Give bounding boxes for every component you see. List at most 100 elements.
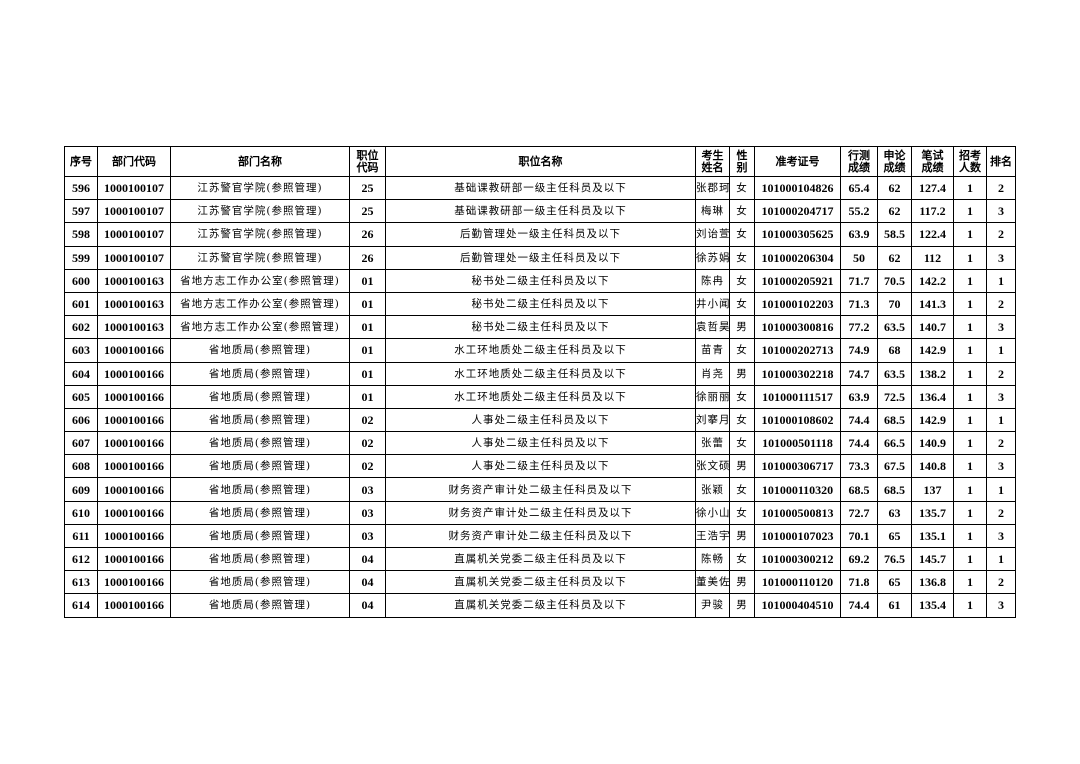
cell-dept-code: 1000100166 <box>97 384 171 409</box>
cell-position-code: 02 <box>349 454 386 479</box>
cell-ticket-number: 101000102203 <box>754 291 841 317</box>
cell-xingce-score: 74.7 <box>840 361 878 386</box>
cell-xingce-score: 68.5 <box>840 477 878 502</box>
cell-position-code: 04 <box>349 546 386 572</box>
cell-written-score: 122.4 <box>911 222 954 247</box>
cell-xingce-score: 72.7 <box>840 500 878 525</box>
cell-quota: 1 <box>953 245 987 270</box>
cell-rank: 3 <box>986 245 1016 270</box>
cell-quota: 1 <box>953 570 987 595</box>
cell-dept-name: 江苏警官学院(参照管理) <box>170 245 350 270</box>
cell-dept-name: 省地质局(参照管理) <box>170 338 350 363</box>
cell-position-name: 人事处二级主任科员及以下 <box>385 431 696 456</box>
header-quota: 招考 人数 <box>953 146 987 177</box>
table-row: 608 1000100166 省地质局(参照管理) 02 人事处二级主任科员及以下 张文硕… <box>64 454 1016 479</box>
cell-seq: 610 <box>64 500 98 525</box>
cell-gender: 男 <box>729 361 755 386</box>
cell-candidate-name: 肖尧 <box>695 361 730 386</box>
cell-quota: 1 <box>953 268 987 293</box>
cell-position-code: 03 <box>349 477 386 502</box>
cell-candidate-name: 尹骏 <box>695 593 730 618</box>
header-dept-name: 部门名称 <box>170 146 350 177</box>
table-row: 613 1000100166 省地质局(参照管理) 04 直属机关党委二级主任科员及以下… <box>64 570 1016 595</box>
header-dept-code: 部门代码 <box>97 146 171 177</box>
cell-gender: 女 <box>729 268 755 293</box>
header-shenlun-score: 申论 成绩 <box>877 146 912 177</box>
cell-quota: 1 <box>953 593 987 618</box>
cell-position-code: 03 <box>349 523 386 549</box>
cell-dept-code: 1000100166 <box>97 454 171 479</box>
cell-shenlun-score: 58.5 <box>877 222 912 247</box>
cell-position-code: 01 <box>349 268 386 293</box>
cell-quota: 1 <box>953 500 987 525</box>
cell-shenlun-score: 62 <box>877 245 912 270</box>
cell-ticket-number: 101000110120 <box>754 570 841 595</box>
cell-dept-name: 省地方志工作办公室(参照管理) <box>170 268 350 293</box>
cell-quota: 1 <box>953 523 987 549</box>
table-row: 602 1000100163 省地方志工作办公室(参照管理) 01 秘书处二级主任科员及… <box>64 315 1016 340</box>
cell-shenlun-score: 68 <box>877 338 912 363</box>
cell-ticket-number: 101000300816 <box>754 315 841 340</box>
cell-rank: 1 <box>986 546 1016 572</box>
cell-dept-code: 1000100163 <box>97 291 171 317</box>
cell-xingce-score: 73.3 <box>840 454 878 479</box>
cell-gender: 男 <box>729 523 755 549</box>
cell-candidate-name: 张颖 <box>695 477 730 502</box>
cell-shenlun-score: 65 <box>877 523 912 549</box>
cell-dept-name: 省地质局(参照管理) <box>170 384 350 409</box>
cell-candidate-name: 陈冉 <box>695 268 730 293</box>
cell-position-code: 01 <box>349 315 386 340</box>
cell-rank: 2 <box>986 431 1016 456</box>
cell-seq: 601 <box>64 291 98 317</box>
cell-xingce-score: 71.3 <box>840 291 878 317</box>
table-row: 609 1000100166 省地质局(参照管理) 03 财务资产审计处二级主任科员及以… <box>64 477 1016 502</box>
header-candidate-name: 考生 姓名 <box>695 146 730 177</box>
cell-written-score: 117.2 <box>911 199 954 224</box>
cell-xingce-score: 74.4 <box>840 407 878 433</box>
cell-written-score: 112 <box>911 245 954 270</box>
cell-xingce-score: 50 <box>840 245 878 270</box>
table-row: 611 1000100166 省地质局(参照管理) 03 财务资产审计处二级主任科员及以… <box>64 523 1016 549</box>
cell-dept-code: 1000100166 <box>97 338 171 363</box>
cell-position-code: 01 <box>349 291 386 317</box>
cell-xingce-score: 71.7 <box>840 268 878 293</box>
cell-dept-name: 省地方志工作办公室(参照管理) <box>170 315 350 340</box>
header-written-score: 笔试 成绩 <box>911 146 954 177</box>
cell-ticket-number: 101000500813 <box>754 500 841 525</box>
cell-gender: 女 <box>729 291 755 317</box>
cell-dept-name: 省地方志工作办公室(参照管理) <box>170 291 350 317</box>
cell-position-name: 秘书处二级主任科员及以下 <box>385 268 696 293</box>
table-row: 596 1000100107 江苏警官学院(参照管理) 25 基础课教研部一级主任科员及… <box>64 175 1016 201</box>
cell-rank: 1 <box>986 338 1016 363</box>
cell-written-score: 141.3 <box>911 291 954 317</box>
cell-gender: 女 <box>729 338 755 363</box>
cell-position-name: 水工环地质处二级主任科员及以下 <box>385 384 696 409</box>
cell-position-name: 人事处二级主任科员及以下 <box>385 407 696 433</box>
cell-position-name: 后勤管理处一级主任科员及以下 <box>385 245 696 270</box>
cell-position-name: 基础课教研部一级主任科员及以下 <box>385 175 696 201</box>
cell-ticket-number: 101000202713 <box>754 338 841 363</box>
cell-shenlun-score: 70.5 <box>877 268 912 293</box>
cell-candidate-name: 刘诒萱 <box>695 222 730 247</box>
header-seq: 序号 <box>64 146 98 177</box>
cell-shenlun-score: 70 <box>877 291 912 317</box>
cell-dept-code: 1000100166 <box>97 570 171 595</box>
cell-seq: 609 <box>64 477 98 502</box>
cell-xingce-score: 77.2 <box>840 315 878 340</box>
cell-written-score: 140.7 <box>911 315 954 340</box>
cell-shenlun-score: 76.5 <box>877 546 912 572</box>
cell-rank: 1 <box>986 477 1016 502</box>
cell-xingce-score: 74.4 <box>840 431 878 456</box>
cell-candidate-name: 苗青 <box>695 338 730 363</box>
cell-gender: 女 <box>729 222 755 247</box>
cell-written-score: 142.9 <box>911 407 954 433</box>
cell-position-name: 水工环地质处二级主任科员及以下 <box>385 338 696 363</box>
cell-seq: 597 <box>64 199 98 224</box>
cell-seq: 599 <box>64 245 98 270</box>
cell-dept-code: 1000100166 <box>97 500 171 525</box>
table-row: 607 1000100166 省地质局(参照管理) 02 人事处二级主任科员及以下 张蕾女… <box>64 431 1016 456</box>
cell-dept-name: 省地质局(参照管理) <box>170 454 350 479</box>
cell-gender: 男 <box>729 315 755 340</box>
cell-written-score: 142.9 <box>911 338 954 363</box>
cell-gender: 女 <box>729 431 755 456</box>
